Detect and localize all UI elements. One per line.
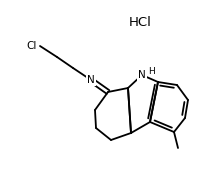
Text: HCl: HCl [129,15,151,29]
Text: Cl: Cl [27,41,37,51]
Text: N: N [87,75,95,85]
Text: N: N [87,75,95,85]
Text: H: H [148,68,155,77]
Text: N: N [138,70,146,80]
Text: Cl: Cl [27,41,37,51]
Text: N: N [138,70,146,80]
